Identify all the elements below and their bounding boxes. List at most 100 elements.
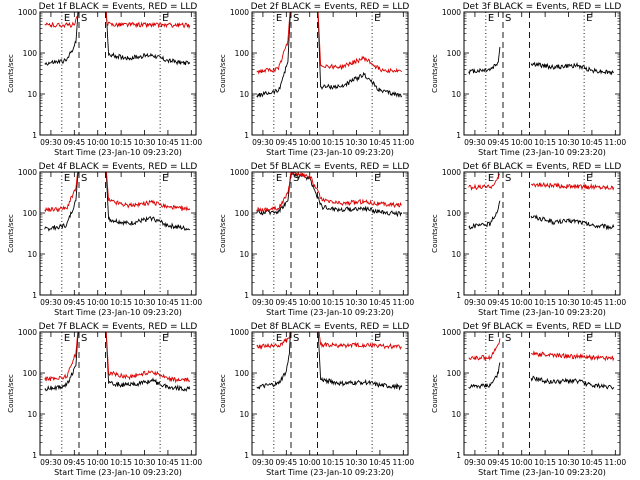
- panel-5-xtick-label: 10:00: [299, 298, 321, 307]
- panel-2-marker-label: E: [374, 13, 380, 24]
- panel-3-ylabel: Counts/sec: [431, 54, 439, 93]
- panel-7-xtick-label: 09:45: [64, 458, 86, 467]
- panel-det-8: Det 8f BLACK = Events, RED = LLD Counts/s…: [219, 322, 415, 477]
- panel-4-xtick-label: 10:45: [157, 298, 179, 307]
- panel-7-frame: [39, 331, 197, 456]
- panel-6-xtick-label: 10:45: [581, 298, 603, 307]
- panel-8-marker-label: E: [374, 333, 380, 344]
- panel-det-1: Det 1f BLACK = Events, RED = LLD Counts/s…: [7, 2, 203, 157]
- panel-6-ytick-label: 1000: [442, 168, 461, 177]
- panel-7-ytick-label: 10: [27, 410, 37, 419]
- panel-1-xtick-label: 10:45: [157, 138, 179, 147]
- panel-6-xtick-label: 11:00: [605, 298, 627, 307]
- panel-4-xtick-label: 10:15: [110, 298, 132, 307]
- panel-8-xtick-label: 09:30: [252, 458, 274, 467]
- panel-8-marker-label: E: [276, 333, 282, 344]
- panel-8-lld-curve: [256, 332, 402, 351]
- panel-4-events-curve: [44, 172, 191, 232]
- panel-4-marker-label: E: [64, 173, 70, 184]
- panel-det-6: Det 6f BLACK = Events, RED = LLD Counts/s…: [431, 162, 626, 317]
- panel-7-xtick-label: 10:30: [134, 458, 156, 467]
- panel-3-events-curve: [468, 46, 615, 76]
- panel-6-xtick-label: 09:45: [488, 298, 510, 307]
- panel-2-title: Det 2f BLACK = Events, RED = LLD: [251, 2, 410, 12]
- panel-4-xtick-label: 09:45: [64, 298, 86, 307]
- panel-8-events-curve: [256, 332, 403, 391]
- panel-9-xtick-label: 10:45: [581, 458, 603, 467]
- panel-7-events-curve: [44, 332, 191, 392]
- panel-8-xtick-label: 11:00: [393, 458, 415, 467]
- panel-6-ytick-label: 1: [456, 291, 461, 300]
- panel-9-xtick-label: 09:30: [464, 458, 486, 467]
- panel-2-xtick-label: 10:15: [322, 138, 344, 147]
- panel-9-xtick-label: 11:00: [605, 458, 627, 467]
- panel-3-xtick-label: 09:30: [464, 138, 486, 147]
- panel-5-title: Det 5f BLACK = Events, RED = LLD: [251, 162, 410, 172]
- panel-8-ytick-label: 100: [235, 369, 250, 378]
- panel-3-ytick-label: 1000: [442, 8, 461, 17]
- panel-3-title: Det 3f BLACK = Events, RED = LLD: [463, 2, 622, 12]
- panel-7-marker-label: S: [81, 333, 87, 344]
- panel-8-xtick-label: 10:00: [299, 458, 321, 467]
- panel-6-xtick-label: 10:30: [558, 298, 580, 307]
- panel-1-ytick-label: 10: [27, 90, 37, 99]
- panel-8-ytick-label: 1000: [230, 328, 249, 337]
- panel-7-lld-curve: [44, 332, 191, 384]
- panel-5-ytick-label: 10: [239, 250, 249, 259]
- panel-2-events-curve: [256, 12, 403, 98]
- panel-4-xtick-label: 09:30: [40, 298, 62, 307]
- panel-6-lld-curve: [468, 173, 615, 192]
- panel-1-ytick-label: 100: [23, 49, 38, 58]
- panel-4-lld-curve: [44, 172, 191, 213]
- panel-7-marker-label: E: [64, 333, 70, 344]
- panel-8-ytick-label: 10: [239, 410, 249, 419]
- panel-9-marker-label: E: [586, 333, 592, 344]
- panel-9-ylabel: Counts/sec: [431, 374, 439, 413]
- panel-8-title: Det 8f BLACK = Events, RED = LLD: [251, 322, 410, 332]
- panel-4-ytick-label: 100: [23, 209, 38, 218]
- panel-2-xtick-label: 11:00: [393, 138, 415, 147]
- panel-5-frame: [251, 171, 409, 296]
- panel-8-xtick-label: 10:45: [369, 458, 391, 467]
- panel-1-lld-curve: [44, 12, 191, 30]
- panel-4-ylabel: Counts/sec: [7, 214, 15, 253]
- panel-7-title: Det 7f BLACK = Events, RED = LLD: [39, 322, 198, 332]
- panel-1-xlabel: Start Time (23-Jan-10 09:23:20): [54, 148, 182, 157]
- panel-6-ylabel: Counts/sec: [431, 214, 439, 253]
- panel-det-7: Det 7f BLACK = Events, RED = LLD Counts/s…: [7, 322, 202, 477]
- panel-5-marker-label: E: [276, 173, 282, 184]
- panel-7-ytick-label: 1000: [18, 328, 37, 337]
- panel-2-xtick-label: 10:45: [369, 138, 391, 147]
- panel-2-xtick-label: 09:30: [252, 138, 274, 147]
- panel-6-ytick-label: 100: [447, 209, 462, 218]
- panel-5-xtick-label: 10:30: [346, 298, 368, 307]
- panel-det-3: Det 3f BLACK = Events, RED = LLD Counts/s…: [431, 2, 626, 157]
- panel-8-ytick-label: 1: [244, 451, 249, 460]
- panel-2-ytick-label: 1: [244, 131, 249, 140]
- panel-3-ytick-label: 100: [447, 49, 462, 58]
- panel-7-ytick-label: 100: [23, 369, 38, 378]
- panel-8-xtick-label: 10:15: [322, 458, 344, 467]
- panel-5-xtick-label: 09:30: [252, 298, 274, 307]
- panel-8-xtick-label: 10:30: [346, 458, 368, 467]
- panel-6-ytick-label: 10: [451, 250, 461, 259]
- panel-9-ytick-label: 1: [456, 451, 461, 460]
- panel-1-xtick-label: 09:30: [40, 138, 62, 147]
- panel-4-xtick-label: 10:00: [87, 298, 109, 307]
- panel-7-xlabel: Start Time (23-Jan-10 09:23:20): [54, 468, 182, 477]
- panel-4-ytick-label: 1000: [18, 168, 37, 177]
- panel-1-xtick-label: 10:00: [87, 138, 109, 147]
- panel-2-lld-curve: [256, 12, 403, 75]
- panel-2-xtick-label: 10:00: [299, 138, 321, 147]
- panel-1-ytick-label: 1: [32, 131, 37, 140]
- panel-det-4: Det 4f BLACK = Events, RED = LLD Counts/s…: [7, 162, 203, 317]
- panel-4-title: Det 4f BLACK = Events, RED = LLD: [39, 162, 198, 172]
- panel-det-9: Det 9f BLACK = Events, RED = LLD Counts/s…: [431, 322, 626, 477]
- panel-4-xlabel: Start Time (23-Jan-10 09:23:20): [54, 308, 182, 317]
- panel-4-xtick-label: 11:00: [181, 298, 203, 307]
- panel-3-xtick-label: 10:45: [581, 138, 603, 147]
- panel-6-xtick-label: 09:30: [464, 298, 486, 307]
- panel-5-ytick-label: 1000: [230, 168, 249, 177]
- panel-1-xtick-label: 11:00: [181, 138, 203, 147]
- panel-3-xtick-label: 10:15: [534, 138, 556, 147]
